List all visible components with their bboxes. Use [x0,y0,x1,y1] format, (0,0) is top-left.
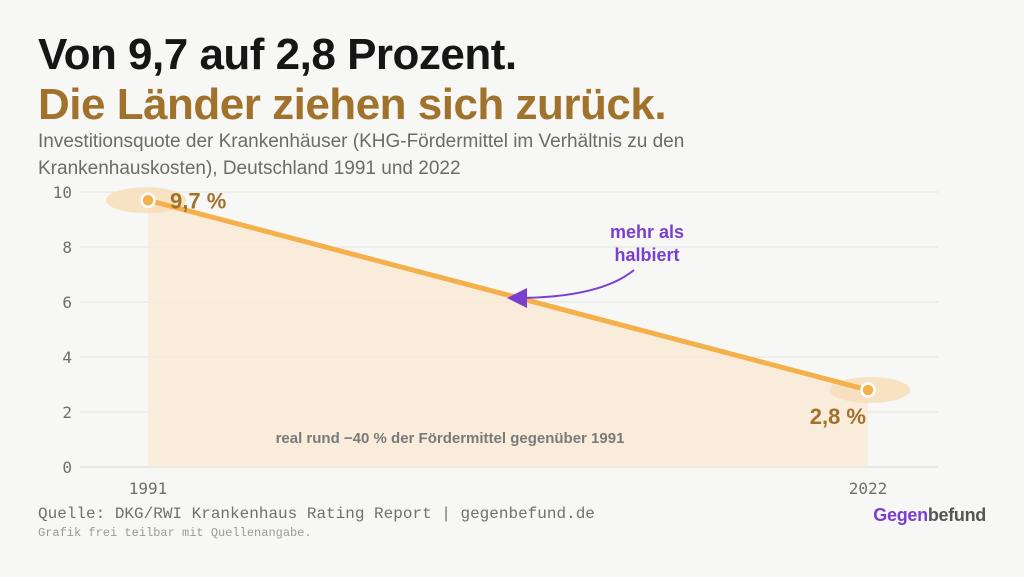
annotation-text: halbiert [614,245,679,265]
y-tick-label: 8 [62,238,72,257]
x-tick-label: 2022 [849,479,888,498]
y-tick-label: 10 [53,183,72,202]
data-point [140,192,156,208]
data-point [860,382,876,398]
y-tick-labels: 0 2 4 6 8 10 [53,183,72,477]
x-tick-labels: 1991 2022 [129,479,888,498]
logo-part-2: befund [927,505,986,525]
y-tick-label: 0 [62,458,72,477]
data-label: 2,8 % [810,404,866,429]
annotation-text: mehr als [610,222,684,242]
y-tick-label: 4 [62,348,72,367]
chart-subtitle: Investitionsquote der Krankenhäuser (KHG… [38,131,685,179]
chart-title-highlight: Die Länder ziehen sich zurück. [38,80,667,129]
logo-part-1: Gegen [873,505,928,525]
x-tick-label: 1991 [129,479,168,498]
area-fill-layer [148,200,868,467]
series-marks [106,187,910,403]
y-tick-label: 6 [62,293,72,312]
annotations: 9,7 % 2,8 % mehr als halbiert real rund −40 … [170,188,866,447]
annotation-arrow [507,269,635,308]
data-label: 9,7 % [170,188,226,213]
source-line: Quelle: DKG/RWI Krankenhaus Rating Repor… [38,505,595,523]
share-note: Grafik frei teilbar mit Quellenangabe. [38,526,312,540]
area-annotation: real rund −40 % der Fördermittel gegenüb… [276,430,625,447]
chart-title: Von 9,7 auf 2,8 Prozent. [38,30,517,79]
area-fill [148,200,868,467]
y-tick-label: 2 [62,403,72,422]
brand-logo: Gegenbefund [873,505,986,526]
